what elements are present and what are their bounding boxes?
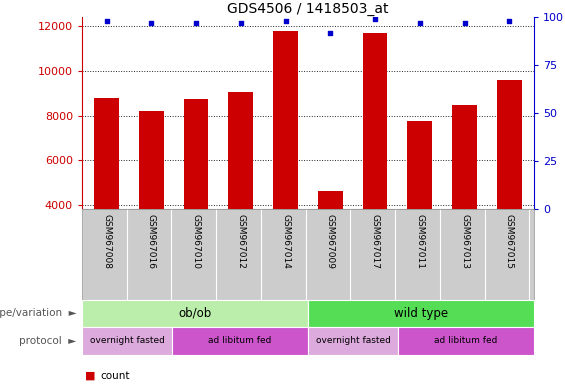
Bar xyxy=(407,121,432,209)
Text: GSM967017: GSM967017 xyxy=(371,214,380,269)
Text: GSM967014: GSM967014 xyxy=(281,214,290,269)
Text: GSM967015: GSM967015 xyxy=(505,214,514,269)
Bar xyxy=(363,33,388,209)
Bar xyxy=(172,327,308,355)
Text: genotype/variation  ►: genotype/variation ► xyxy=(0,308,76,318)
Bar xyxy=(308,327,398,355)
Point xyxy=(281,18,290,24)
Text: ob/ob: ob/ob xyxy=(179,307,211,320)
Point xyxy=(505,18,514,24)
Bar xyxy=(94,98,119,209)
Text: GSM967008: GSM967008 xyxy=(102,214,111,269)
Bar xyxy=(82,327,172,355)
Text: ad libitum fed: ad libitum fed xyxy=(434,336,498,346)
Text: ad libitum fed: ad libitum fed xyxy=(208,336,272,346)
Text: wild type: wild type xyxy=(394,307,448,320)
Point xyxy=(147,20,156,26)
Text: GSM967013: GSM967013 xyxy=(460,214,469,269)
Text: GSM967010: GSM967010 xyxy=(192,214,201,269)
Point xyxy=(236,20,245,26)
Text: GSM967011: GSM967011 xyxy=(415,214,424,269)
Text: GSM967009: GSM967009 xyxy=(326,214,335,269)
Bar xyxy=(452,106,477,209)
Bar xyxy=(398,327,534,355)
Point xyxy=(460,20,469,26)
Point xyxy=(371,16,380,22)
Point xyxy=(102,18,111,24)
Point xyxy=(326,30,335,36)
Bar xyxy=(273,31,298,209)
Text: protocol  ►: protocol ► xyxy=(19,336,76,346)
Text: overnight fasted: overnight fasted xyxy=(316,336,390,346)
Point xyxy=(415,20,424,26)
Text: GSM967016: GSM967016 xyxy=(147,214,156,269)
Point xyxy=(192,20,201,26)
Bar xyxy=(308,300,534,327)
Text: overnight fasted: overnight fasted xyxy=(90,336,164,346)
Bar xyxy=(228,92,253,209)
Text: ■: ■ xyxy=(85,371,95,381)
Bar xyxy=(139,111,164,209)
Bar xyxy=(82,300,308,327)
Bar xyxy=(497,80,521,209)
Bar xyxy=(184,99,208,209)
Bar xyxy=(318,191,342,209)
Title: GDS4506 / 1418503_at: GDS4506 / 1418503_at xyxy=(227,2,389,16)
Text: GSM967012: GSM967012 xyxy=(236,214,245,269)
Text: count: count xyxy=(100,371,129,381)
